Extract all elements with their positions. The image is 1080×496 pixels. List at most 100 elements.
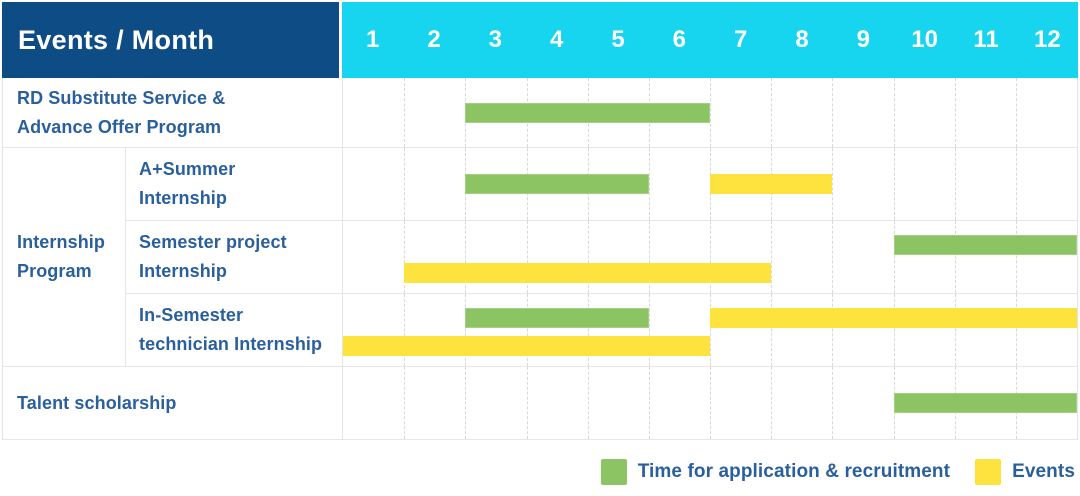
month-gridline: [710, 294, 711, 366]
month-gridline: [526, 221, 528, 293]
month-gridline: [404, 148, 406, 220]
legend-recruitment-label: Time for application & recruitment: [637, 461, 951, 482]
month-gridline: [832, 367, 834, 439]
label-line: Internship: [139, 188, 228, 208]
label-line: Advance Offer Program: [17, 116, 222, 137]
month-gridline: [710, 367, 711, 439]
month-gridline: [526, 367, 528, 439]
month-gridline: [710, 221, 711, 293]
month-label-1: 1: [365, 26, 380, 53]
recruitment-bar: [465, 308, 649, 328]
month-gridline: [1015, 78, 1017, 147]
month-gridline: [404, 78, 406, 147]
month-gridline: [465, 367, 467, 439]
month-gridline: [465, 221, 467, 293]
month-gridline: [404, 221, 406, 293]
legend-recruitment-swatch: [600, 459, 627, 485]
month-gridline: [832, 78, 834, 147]
month-gridline: [1015, 148, 1017, 220]
month-gridline: [587, 221, 589, 293]
month-gridline: [893, 294, 895, 366]
month-gridline: [648, 221, 650, 293]
recruitment-bar: [465, 174, 649, 194]
month-gridline: [648, 148, 650, 220]
month-label-4: 4: [549, 26, 564, 53]
chart-row: [342, 148, 1077, 221]
month-gridline: [832, 294, 834, 366]
month-label-5: 5: [611, 26, 625, 53]
month-gridline: [893, 221, 895, 293]
row-gap: [339, 78, 342, 148]
event-bar: [710, 308, 1077, 328]
event-bar: [710, 174, 833, 194]
month-gridline: [893, 148, 895, 220]
gantt-schedule-chart: Events / Month 1 2 3 4 5 6 7 8 9 10 11 12 RD Substi…: [2, 2, 1078, 485]
month-gridline: [771, 367, 773, 439]
month-gridline: [832, 221, 834, 293]
label-line: Internship: [139, 261, 228, 281]
month-header: 1 2 3 4 5 6 7 8 9 10 11 12: [342, 2, 1078, 78]
month-gridline: [404, 294, 406, 366]
month-label-2: 2: [427, 26, 441, 53]
table-title: Events / Month: [2, 2, 339, 78]
schedule-body: RD Substitute Service & Advance Offer Pro…: [2, 78, 1078, 440]
month-label-3: 3: [488, 26, 502, 53]
event-bar: [404, 263, 772, 283]
month-gridline: [771, 294, 773, 366]
month-gridline: [404, 367, 406, 439]
month-gridline: [710, 78, 711, 147]
row-label: A+Summer Internship: [126, 148, 339, 221]
recruitment-bar: [465, 102, 710, 123]
month-label-7: 7: [733, 26, 748, 53]
row-gap: [339, 221, 342, 294]
event-bar: [343, 336, 710, 356]
row-gap: [339, 367, 342, 440]
chart-row: [342, 294, 1077, 367]
row-label: Talent scholarship: [3, 367, 339, 440]
month-gridline: [587, 367, 589, 439]
label-line: technician Internship: [139, 334, 323, 354]
group-label: Internship Program: [3, 148, 126, 367]
month-gridline: [587, 294, 589, 366]
month-gridline: [954, 221, 956, 293]
month-label-8: 8: [795, 26, 809, 53]
month-gridline: [648, 294, 650, 366]
month-gridline: [771, 78, 773, 147]
label-line: Semester project: [139, 232, 287, 252]
label-line: In-Semester: [139, 305, 244, 325]
month-gridline: [526, 294, 528, 366]
row-gap: [339, 294, 342, 367]
legend: Time for application & recruitment Event…: [2, 459, 1078, 485]
label-line: Internship: [17, 232, 106, 252]
row-label: RD Substitute Service & Advance Offer Pro…: [3, 78, 339, 148]
legend-events-label: Events: [1012, 461, 1075, 482]
month-gridline: [648, 367, 650, 439]
month-label-6: 6: [672, 26, 686, 53]
row-gap: [339, 148, 342, 221]
row-label: Semester project Internship: [126, 221, 339, 294]
month-gridline: [832, 148, 834, 220]
month-gridline: [893, 78, 895, 147]
legend-events-swatch: [975, 459, 1002, 485]
label-line: Talent scholarship: [17, 392, 177, 413]
label-line: Program: [17, 261, 92, 281]
month-label-11: 11: [973, 26, 999, 53]
chart-row: [342, 221, 1077, 294]
header-gap: [339, 2, 342, 78]
month-label-9: 9: [856, 26, 870, 53]
table-header-row: Events / Month 1 2 3 4 5 6 7 8 9 10 11 12: [2, 2, 1078, 78]
recruitment-bar: [893, 235, 1077, 255]
month-gridline: [1015, 294, 1017, 366]
month-gridline: [465, 294, 467, 366]
label-line: RD Substitute Service &: [17, 87, 226, 108]
label-line: A+Summer: [139, 159, 236, 179]
month-gridline: [954, 78, 956, 147]
chart-row: [342, 78, 1077, 148]
recruitment-bar: [893, 393, 1077, 413]
row-label: In-Semester technician Internship: [126, 294, 339, 367]
month-gridline: [1015, 221, 1017, 293]
chart-row: [342, 367, 1077, 440]
month-gridline: [954, 294, 956, 366]
month-label-10: 10: [911, 26, 938, 53]
month-gridline: [954, 148, 956, 220]
